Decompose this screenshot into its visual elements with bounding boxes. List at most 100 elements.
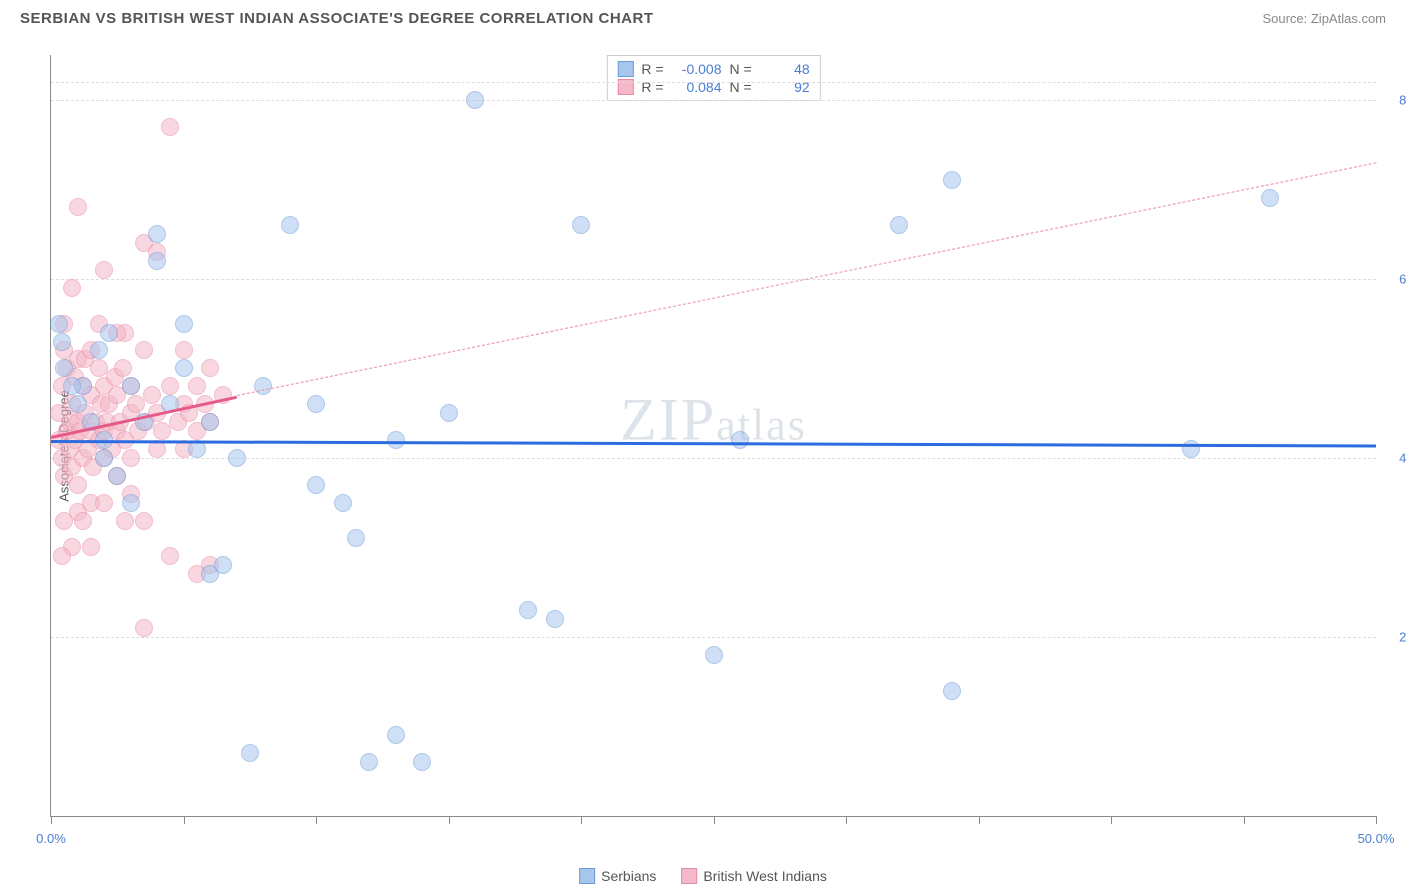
- data-point: [55, 512, 73, 530]
- data-point: [148, 225, 166, 243]
- x-tick: [184, 816, 185, 824]
- data-point: [122, 449, 140, 467]
- legend-item-bwi: British West Indians: [681, 868, 826, 884]
- data-point: [69, 198, 87, 216]
- stats-legend-box: R = -0.008 N = 48 R = 0.084 N = 92: [606, 55, 820, 101]
- stats-row-bwi: R = 0.084 N = 92: [617, 78, 809, 96]
- data-point: [53, 547, 71, 565]
- data-point: [466, 91, 484, 109]
- data-point: [116, 512, 134, 530]
- r-label: R =: [641, 61, 663, 77]
- data-point: [360, 753, 378, 771]
- trend-line: [51, 440, 1376, 447]
- data-point: [63, 377, 81, 395]
- gridline: [51, 82, 1376, 83]
- data-point: [228, 449, 246, 467]
- data-point: [143, 386, 161, 404]
- n-value-serbians: 48: [760, 61, 810, 77]
- data-point: [254, 377, 272, 395]
- swatch-serbians-icon: [579, 868, 595, 884]
- data-point: [214, 556, 232, 574]
- x-tick: [979, 816, 980, 824]
- data-point: [63, 279, 81, 297]
- gridline: [51, 458, 1376, 459]
- data-point: [387, 726, 405, 744]
- data-point: [387, 431, 405, 449]
- legend-item-serbians: Serbians: [579, 868, 656, 884]
- y-tick-label: 20.0%: [1381, 629, 1406, 644]
- data-point: [347, 529, 365, 547]
- data-point: [53, 333, 71, 351]
- n-label: N =: [730, 61, 752, 77]
- data-point: [135, 341, 153, 359]
- x-tick: [316, 816, 317, 824]
- data-point: [413, 753, 431, 771]
- data-point: [108, 467, 126, 485]
- stats-row-serbians: R = -0.008 N = 48: [617, 60, 809, 78]
- data-point: [188, 377, 206, 395]
- data-point: [122, 494, 140, 512]
- swatch-bwi-icon: [681, 868, 697, 884]
- data-point: [175, 359, 193, 377]
- data-point: [307, 476, 325, 494]
- data-point: [161, 118, 179, 136]
- data-point: [281, 216, 299, 234]
- data-point: [122, 377, 140, 395]
- x-tick: [1376, 816, 1377, 824]
- data-point: [100, 324, 118, 342]
- data-point: [705, 646, 723, 664]
- data-point: [74, 512, 92, 530]
- x-tick: [449, 816, 450, 824]
- data-point: [943, 171, 961, 189]
- data-point: [55, 359, 73, 377]
- chart-plot-area: ZIPatlas R = -0.008 N = 48 R = 0.084 N =…: [50, 55, 1376, 817]
- bottom-legend: Serbians British West Indians: [579, 868, 827, 884]
- r-value-serbians: -0.008: [672, 61, 722, 77]
- gridline: [51, 637, 1376, 638]
- data-point: [943, 682, 961, 700]
- data-point: [95, 449, 113, 467]
- swatch-serbians-icon: [617, 61, 633, 77]
- data-point: [241, 744, 259, 762]
- data-point: [1182, 440, 1200, 458]
- data-point: [519, 601, 537, 619]
- x-tick: [1244, 816, 1245, 824]
- legend-label-serbians: Serbians: [601, 868, 656, 884]
- chart-title: SERBIAN VS BRITISH WEST INDIAN ASSOCIATE…: [20, 10, 654, 27]
- source-label: Source: ZipAtlas.com: [1262, 11, 1386, 26]
- y-tick-label: 80.0%: [1381, 92, 1406, 107]
- data-point: [440, 404, 458, 422]
- data-point: [175, 315, 193, 333]
- data-point: [175, 341, 193, 359]
- x-tick: [714, 816, 715, 824]
- data-point: [90, 341, 108, 359]
- data-point: [1261, 189, 1279, 207]
- data-point: [731, 431, 749, 449]
- data-point: [135, 512, 153, 530]
- data-point: [572, 216, 590, 234]
- data-point: [161, 377, 179, 395]
- y-tick-label: 60.0%: [1381, 271, 1406, 286]
- data-point: [82, 538, 100, 556]
- gridline: [51, 100, 1376, 101]
- x-tick: [51, 816, 52, 824]
- data-point: [161, 547, 179, 565]
- x-tick: [1111, 816, 1112, 824]
- x-tick: [846, 816, 847, 824]
- data-point: [201, 413, 219, 431]
- y-tick-label: 40.0%: [1381, 450, 1406, 465]
- data-point: [50, 315, 68, 333]
- data-point: [95, 494, 113, 512]
- legend-label-bwi: British West Indians: [703, 868, 826, 884]
- data-point: [95, 261, 113, 279]
- x-tick-label: 0.0%: [36, 831, 66, 846]
- data-point: [890, 216, 908, 234]
- data-point: [201, 359, 219, 377]
- gridline: [51, 279, 1376, 280]
- data-point: [307, 395, 325, 413]
- data-point: [546, 610, 564, 628]
- data-point: [334, 494, 352, 512]
- data-point: [114, 359, 132, 377]
- data-point: [69, 395, 87, 413]
- data-point: [148, 252, 166, 270]
